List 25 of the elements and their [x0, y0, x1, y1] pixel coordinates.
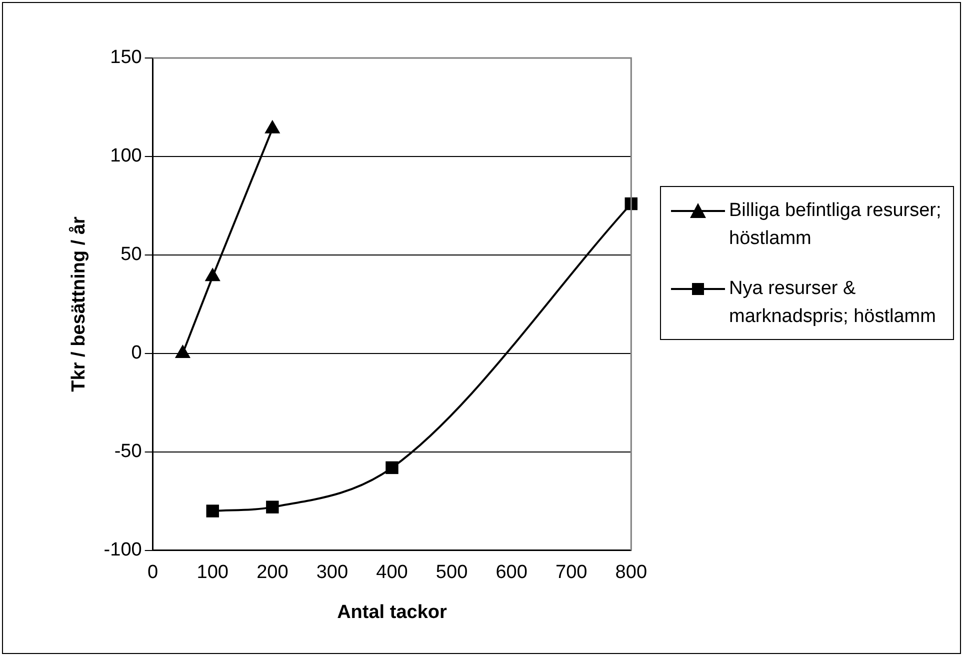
x-tick-label: 400 — [376, 562, 408, 584]
y-tick-label: 150 — [110, 47, 142, 68]
y-tick-label: 50 — [120, 244, 142, 266]
x-tick-label: 200 — [256, 562, 288, 584]
point — [264, 120, 280, 134]
point — [174, 344, 191, 358]
point — [386, 461, 398, 474]
y-tick-label: -50 — [114, 441, 142, 462]
x-tick-label: 700 — [556, 562, 588, 584]
x-tick-label: 300 — [316, 562, 348, 584]
legend-label: Nya resurser & marknadspris; höstlamm — [729, 277, 937, 329]
x-tick-label: 600 — [496, 562, 528, 584]
point — [266, 500, 279, 514]
legend-label: Billiga befintliga resurser; höstlamm — [729, 199, 942, 251]
x-tick-label: 100 — [196, 562, 228, 584]
y-axis-title: Tkr / besättning / år — [68, 216, 90, 392]
y-tick-label: 0 — [131, 342, 142, 364]
y-tick-label: 100 — [110, 146, 142, 167]
x-axis-title: Antal tackor — [337, 602, 448, 623]
x-tick-label: 0 — [148, 562, 158, 584]
point — [204, 268, 220, 282]
x-tick-label: 800 — [615, 562, 647, 584]
x-tick-label: 500 — [436, 562, 468, 584]
point — [206, 504, 219, 518]
y-tick-label: -100 — [104, 540, 142, 561]
